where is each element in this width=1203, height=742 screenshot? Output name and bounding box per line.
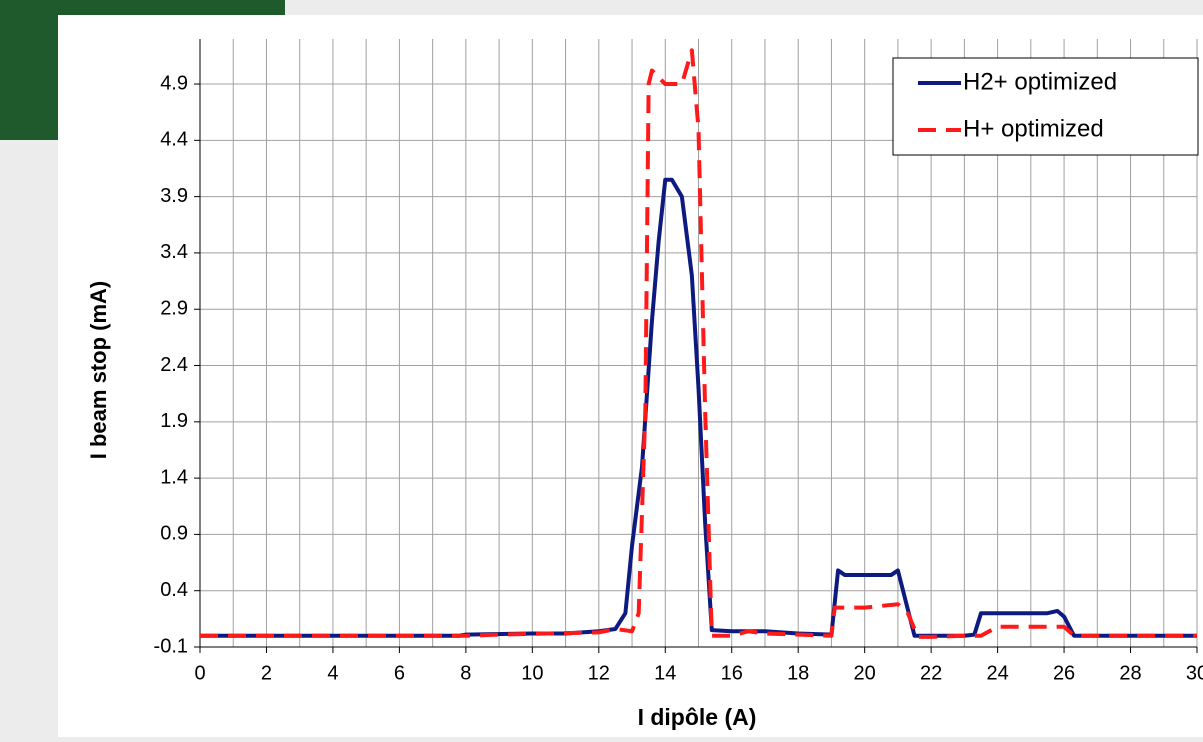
y-axis-title: I beam stop (mA): [86, 281, 111, 459]
x-tick-label: 8: [460, 662, 471, 684]
y-tick-label: 0.4: [160, 579, 188, 601]
y-tick-label: 3.9: [160, 185, 188, 207]
x-tick-label: 24: [986, 662, 1008, 684]
legend-box: [892, 57, 1199, 156]
legend-label: H2+ optimized: [963, 68, 1117, 95]
x-tick-label: 26: [1053, 662, 1075, 684]
x-tick-label: 12: [588, 662, 610, 684]
y-tick-label: 2.9: [160, 298, 188, 320]
x-tick-label: 0: [194, 662, 205, 684]
x-tick-label: 14: [654, 662, 676, 684]
y-tick-label: 3.4: [160, 241, 188, 263]
y-tick-label: 2.4: [160, 354, 188, 376]
x-tick-label: 10: [521, 662, 543, 684]
y-tick-label: 4.4: [160, 129, 188, 151]
x-tick-label: 22: [920, 662, 942, 684]
y-tick-label: 1.4: [160, 466, 188, 488]
x-tick-label: 28: [1119, 662, 1141, 684]
x-tick-label: 2: [261, 662, 272, 684]
x-tick-label: 18: [787, 662, 809, 684]
series-line: [200, 48, 1197, 639]
y-tick-label: 4.9: [160, 72, 188, 94]
x-tick-label: 4: [327, 662, 338, 684]
x-tick-label: 16: [721, 662, 743, 684]
x-tick-label: 30: [1186, 662, 1203, 684]
x-tick-label: 20: [854, 662, 876, 684]
y-tick-label: -0.1: [154, 635, 188, 657]
x-axis-title: I dipôle (A): [638, 704, 757, 730]
y-tick-label: 1.9: [160, 410, 188, 432]
y-tick-label: 0.9: [160, 523, 188, 545]
legend-label: H+ optimized: [963, 115, 1104, 142]
x-tick-label: 6: [394, 662, 405, 684]
